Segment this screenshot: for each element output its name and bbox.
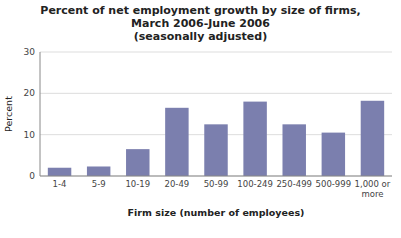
x-tick-label: 500-999 <box>316 179 352 189</box>
bar <box>282 124 305 176</box>
text-line: 500-999 <box>316 179 352 189</box>
text-line: 100-249 <box>237 179 273 189</box>
bar <box>361 101 384 176</box>
bar <box>87 166 110 176</box>
bar <box>322 133 345 176</box>
text-line: 1-4 <box>53 179 67 189</box>
bar <box>243 102 266 176</box>
grid-line <box>40 176 392 177</box>
x-tick-label: 5-9 <box>92 179 106 189</box>
x-tick-label: 20-49 <box>165 179 190 189</box>
x-axis-label: Firm size (number of employees) <box>128 207 305 218</box>
text-line: March 2006-June 2006 <box>131 17 270 30</box>
text-line: 10-19 <box>125 179 150 189</box>
bar <box>48 168 71 176</box>
chart: Percent of net employment growth by size… <box>0 0 401 238</box>
x-tick-label: 1,000 ormore <box>355 179 391 199</box>
x-axis <box>40 176 392 177</box>
text-line: 250-499 <box>276 179 312 189</box>
bar <box>165 108 188 176</box>
title: Percent of net employment growth by size… <box>40 4 360 43</box>
grid-line <box>40 52 392 53</box>
text-line: Percent of net employment growth by size… <box>40 4 360 17</box>
y-tick-label: 20 <box>24 88 36 98</box>
text-line: more <box>361 189 383 199</box>
y-axis <box>40 52 41 176</box>
text-line: (seasonally adjusted) <box>134 30 267 43</box>
y-axis-label: Percent <box>3 96 14 132</box>
bar <box>126 149 149 176</box>
grid-line <box>40 93 392 94</box>
x-tick-label: 10-19 <box>125 179 150 189</box>
y-tick-label: 0 <box>29 171 35 181</box>
y-tick-label: 10 <box>24 130 36 140</box>
text-line: 50-99 <box>204 179 229 189</box>
text-line: 5-9 <box>92 179 106 189</box>
y-tick-label: 30 <box>24 47 36 57</box>
text-line: 20-49 <box>165 179 190 189</box>
x-tick-label: 250-499 <box>276 179 312 189</box>
x-tick-label: 100-249 <box>237 179 273 189</box>
text-line: 1,000 or <box>355 179 391 189</box>
x-tick-label: 1-4 <box>53 179 67 189</box>
x-tick-label: 50-99 <box>204 179 229 189</box>
bar <box>204 124 227 176</box>
